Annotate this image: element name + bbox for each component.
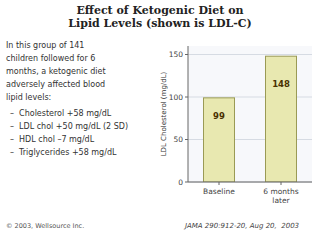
body-text: lipid levels:: [6, 93, 51, 102]
title: Effect of Ketogenic Diet on: [76, 4, 243, 17]
x-tick: [281, 182, 282, 185]
y-axis: 0 50 100 150: [169, 50, 312, 187]
body-text: In this group of 141: [6, 41, 84, 50]
title: Lipid Levels (shown is LDL-C): [68, 17, 251, 30]
data-label: 148: [272, 79, 290, 89]
plot-background: [188, 46, 312, 182]
grid-line: [188, 54, 312, 55]
x-tick-label: later: [272, 196, 290, 205]
x-tick-label: Baseline: [203, 187, 235, 196]
bullet-text: – HDL chol –7 mg/dL: [10, 135, 95, 144]
x-tick-label: 6 months: [263, 187, 298, 196]
bars: [204, 56, 297, 182]
body-text: children followed for 6: [6, 54, 95, 63]
body-text: months, a ketogenic diet: [6, 67, 106, 76]
y-tick-label: 50: [173, 135, 183, 144]
y-axis-label: LDL Cholesterol (mg/dL): [160, 71, 168, 156]
copyright: © 2003, Wellsource Inc.: [6, 222, 84, 230]
bar: [266, 56, 297, 182]
x-axis: Baseline 6 monthslater: [203, 182, 299, 205]
chart-container: Effect of Ketogenic Diet onLipid Levels …: [0, 0, 320, 240]
citation: JAMA 290:912-20, Aug 20, 2003: [183, 222, 299, 230]
bar: [204, 98, 235, 182]
x-tick: [219, 182, 220, 185]
grid-line: [188, 182, 312, 183]
y-tick-label: 0: [178, 178, 183, 187]
y-axis-line: [188, 46, 189, 182]
data-labels: 99 148: [213, 79, 290, 121]
annotations: In this group of 141 children followed fo…: [6, 41, 128, 230]
bullet-text: – LDL chol +50 mg/dL (2 SD): [10, 122, 128, 131]
title-group: Effect of Ketogenic Diet onLipid Levels …: [68, 4, 251, 30]
data-label: 99: [213, 111, 225, 121]
bullet-text: – Triglycerides +58 mg/dL: [10, 148, 117, 157]
y-tick-label: 150: [169, 50, 184, 59]
y-tick-label: 100: [169, 93, 184, 102]
bullet-text: – Cholesterol +58 mg/dL: [10, 109, 112, 118]
chart-svg: Effect of Ketogenic Diet onLipid Levels …: [0, 0, 320, 240]
body-text: adversely affected blood: [6, 80, 105, 89]
x-axis-line: [188, 182, 312, 183]
